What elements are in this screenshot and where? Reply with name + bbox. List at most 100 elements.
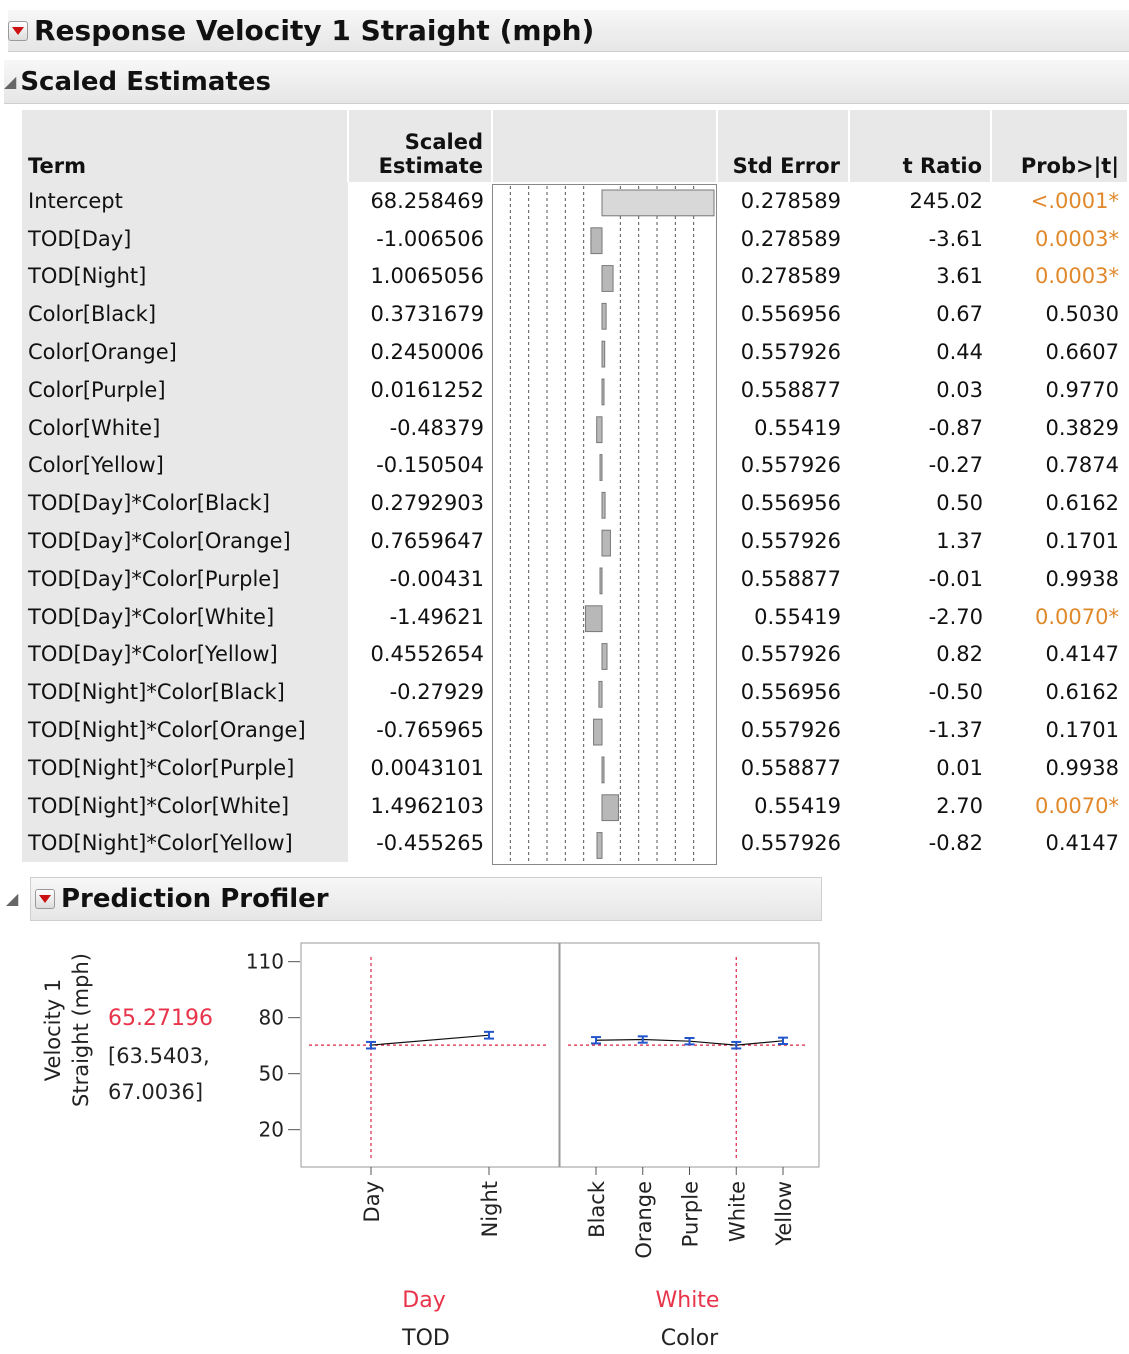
- col-std-error: Std Error: [717, 110, 850, 182]
- col-prob: Prob>|t|: [991, 110, 1127, 182]
- ci-upper: 67.0036]: [108, 1080, 203, 1104]
- disclosure-expanded-icon[interactable]: ◢: [4, 72, 17, 91]
- cell-estimate: 0.2450006: [370, 340, 484, 365]
- cell-std-error: 0.55419: [754, 604, 841, 629]
- x-tick-label: Black: [585, 1180, 609, 1238]
- cell-std-error: 0.557926: [740, 831, 841, 856]
- x-tick-label: Purple: [679, 1181, 703, 1247]
- table-row: TOD[Day]*Color[Yellow] 0.4552654 0.557926 0…: [22, 635, 1127, 674]
- cell-estimate: 1.0065056: [370, 264, 484, 289]
- current-level-label: Day: [402, 1288, 445, 1313]
- cell-t-ratio: 1.37: [936, 529, 983, 554]
- x-tick-label: Orange: [632, 1181, 656, 1259]
- cell-t-ratio: -0.27: [928, 453, 983, 478]
- cell-term: TOD[Day]*Color[Black]: [22, 484, 348, 523]
- cell-term: TOD[Night]*Color[White]: [22, 786, 348, 825]
- table-row: Color[Yellow] -0.150504 0.557926 -0.27 0.787…: [22, 446, 1127, 485]
- scaled-estimates-header[interactable]: ◢ Scaled Estimates: [4, 60, 1129, 104]
- cell-prob: 0.0003*: [1035, 226, 1119, 251]
- estimate-bar-chart: [492, 184, 717, 865]
- cell-prob: <.0001*: [1030, 188, 1119, 213]
- factor-label: Color: [661, 1326, 719, 1351]
- cell-estimate: -0.455265: [376, 831, 484, 856]
- cell-prob: 0.9938: [1045, 755, 1119, 780]
- cell-prob: 0.3829: [1045, 415, 1119, 440]
- estimate-bar: [601, 529, 611, 557]
- estimate-bar: [585, 605, 603, 633]
- cell-std-error: 0.557926: [740, 529, 841, 554]
- estimate-bar: [599, 454, 603, 481]
- cell-std-error: 0.556956: [740, 491, 841, 516]
- col-scaled-line1: Scaled: [404, 130, 483, 154]
- cell-t-ratio: 2.70: [936, 793, 983, 818]
- cell-prob: 0.0070*: [1035, 604, 1119, 629]
- cell-prob: 0.6162: [1045, 491, 1119, 516]
- current-level-label: White: [656, 1288, 720, 1313]
- profiler-menu-triangle-icon[interactable]: [35, 889, 55, 909]
- cell-estimate: -1.49621: [389, 604, 484, 629]
- cell-term: TOD[Day]*Color[White]: [22, 597, 348, 636]
- cell-term: Intercept: [22, 182, 348, 220]
- cell-term: TOD[Night]*Color[Purple]: [22, 748, 348, 787]
- cell-t-ratio: 0.50: [936, 491, 983, 516]
- cell-std-error: 0.558877: [740, 755, 841, 780]
- cell-estimate: -0.27929: [389, 680, 484, 705]
- y-tick-label: 50: [259, 1062, 284, 1086]
- report-header: Response Velocity 1 Straight (mph): [8, 10, 1129, 52]
- profile-trace: [370, 1034, 490, 1046]
- col-scaled-line2: Estimate: [378, 154, 483, 178]
- profiler-panel-tod: [300, 942, 560, 1168]
- cell-t-ratio: -0.50: [928, 680, 983, 705]
- cell-prob: 0.5030: [1045, 302, 1119, 327]
- cell-t-ratio: 0.01: [936, 755, 983, 780]
- cell-prob: 0.6607: [1045, 340, 1119, 365]
- predicted-value: 65.27196: [108, 1006, 213, 1031]
- profiler-header[interactable]: Prediction Profiler: [30, 877, 822, 921]
- profiler-title: Prediction Profiler: [61, 884, 329, 914]
- table-row: TOD[Day]*Color[Purple] -0.00431 0.558877 -0…: [22, 559, 1127, 598]
- cell-estimate: 0.4552654: [370, 642, 484, 667]
- scaled-estimates-title: Scaled Estimates: [20, 66, 271, 97]
- cell-estimate: -0.150504: [376, 453, 484, 478]
- cell-std-error: 0.557926: [740, 340, 841, 365]
- y-axis-label-line1: Velocity 1: [41, 979, 65, 1081]
- col-scaled-estimate: Scaled Estimate: [348, 110, 493, 182]
- cell-term: TOD[Day]*Color[Orange]: [22, 522, 348, 560]
- cell-t-ratio: 245.02: [909, 188, 983, 213]
- table-row: Color[Orange] 0.2450006 0.557926 0.44 0.6607: [22, 333, 1127, 371]
- cell-term: TOD[Night]: [22, 257, 348, 296]
- cell-t-ratio: 0.67: [936, 302, 983, 327]
- table-row: Color[Purple] 0.0161252 0.558877 0.03 0.9770: [22, 370, 1127, 409]
- cell-term: TOD[Night]*Color[Orange]: [22, 711, 348, 749]
- table-row: TOD[Night]*Color[Orange] -0.765965 0.55792…: [22, 711, 1127, 749]
- cell-estimate: -0.00431: [389, 566, 484, 591]
- table-row: Intercept 68.258469 0.278589 245.02 <.0001*: [22, 182, 1127, 220]
- estimate-bar: [599, 567, 603, 595]
- table-row: TOD[Night]*Color[Yellow] -0.455265 0.55792…: [22, 824, 1127, 863]
- profiler-disclosure-icon[interactable]: ◢: [6, 889, 19, 908]
- y-axis-label-line2: Straight (mph): [69, 953, 93, 1107]
- cell-term: TOD[Night]*Color[Black]: [22, 673, 348, 712]
- table-row: TOD[Day]*Color[White] -1.49621 0.55419 -2.7…: [22, 597, 1127, 636]
- cell-estimate: -1.006506: [376, 226, 484, 251]
- estimate-bar: [601, 756, 605, 784]
- cell-prob: 0.6162: [1045, 680, 1119, 705]
- cell-prob: 0.4147: [1045, 642, 1119, 667]
- cell-t-ratio: -2.70: [928, 604, 983, 629]
- estimate-bar: [593, 718, 603, 746]
- cell-std-error: 0.558877: [740, 377, 841, 402]
- x-tick-label: White: [725, 1181, 749, 1242]
- table-row: TOD[Night]*Color[Black] -0.27929 0.556956 -…: [22, 673, 1127, 712]
- cell-term: Color[Yellow]: [22, 446, 348, 485]
- report-title: Response Velocity 1 Straight (mph): [34, 14, 595, 47]
- cell-t-ratio: 0.44: [936, 340, 983, 365]
- cell-std-error: 0.556956: [740, 302, 841, 327]
- cell-t-ratio: 3.61: [936, 264, 983, 289]
- y-tick-label: 110: [246, 950, 284, 974]
- x-tick-label: Yellow: [772, 1181, 796, 1247]
- report-menu-triangle-icon[interactable]: [8, 20, 28, 41]
- col-term: Term: [22, 110, 349, 182]
- cell-t-ratio: -0.82: [928, 831, 983, 856]
- prediction-profiler-chart: Velocity 1 Straight (mph) 65.27196 [63.5403…: [41, 942, 820, 1351]
- cell-estimate: 0.0161252: [370, 377, 484, 402]
